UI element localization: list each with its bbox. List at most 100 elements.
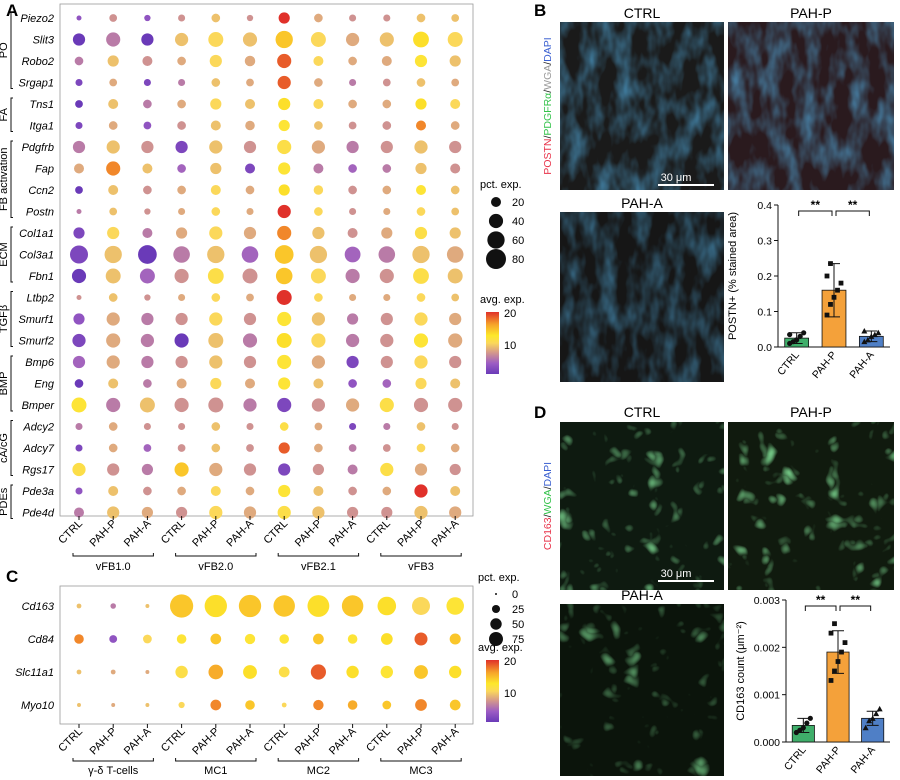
a-dot [177,121,186,130]
c-dot [76,669,82,675]
a-dot [108,422,118,431]
a-group-label: ECM [0,242,10,266]
b-point [824,273,830,279]
a-gene-label: Bmp6 [25,357,55,369]
b-significance-label: ** [848,198,858,212]
a-dot [106,161,121,176]
d-point [807,715,813,721]
d-point [832,668,837,674]
c-dot [377,596,397,616]
a-dot [107,463,120,476]
a-dot [345,268,360,284]
d-y-tick-label: 0.002 [754,642,780,654]
a-size-legend-dot [486,249,506,269]
a-condition-label: PAH-P [190,518,222,550]
stain-part: / [542,62,554,65]
a-dot [345,398,360,412]
c-cluster-label: MC3 [409,765,432,777]
a-dot [209,462,223,477]
a-dot [143,78,151,87]
c-condition-label: PAH-P [190,726,222,758]
a-dot [177,444,186,452]
a-cluster-label: vFB3 [408,561,434,573]
c-size-legend-dot [495,593,497,595]
c-dot [109,635,118,643]
d-pahp-image-texture [728,422,894,590]
a-dot [278,484,291,498]
a-dot [383,293,391,302]
d-stain-label: CD163/WGA/DAPI [542,462,554,550]
a-gene-label: Pde3a [22,486,54,498]
d-scale-text: 30 μm [661,568,692,580]
a-gene-label: Ccn2 [28,185,54,197]
a-dot [278,463,291,476]
a-dot [109,207,118,216]
d-ctrl-label: CTRL [624,404,661,420]
c-gene-label: Cd84 [28,634,54,646]
c-colorbar-tick-10: 10 [504,688,516,700]
a-dot [104,245,122,264]
a-dot [69,245,89,264]
panel-b-micrographs: CTRL PAH-P PAH-A POSTN/PDGFRα/WGA/DAPI 3… [542,5,894,382]
a-group-bracket [10,11,13,89]
a-dot [278,97,291,111]
a-dot [243,226,257,240]
d-y-tick-label: 0.000 [754,737,780,749]
c-dot [170,594,194,618]
a-dot [311,355,326,369]
a-dot [277,505,291,520]
d-y-tick-label: 0.001 [754,690,780,702]
d-x-label: CTRL [782,744,809,773]
panel-d-bar-chart: 0.000 0.001 0.002 0.003 CD163 count (μm⁻²) CT… [735,593,890,776]
a-dot [139,268,155,284]
a-dot [380,333,394,348]
a-dot [348,164,357,173]
a-dot [447,32,463,47]
a-dot [313,185,324,195]
a-group-bracket [10,226,13,283]
a-dot [378,246,396,263]
a-dot [451,14,460,22]
a-dot [348,185,357,195]
a-dot [75,121,83,130]
a-dot [448,333,463,348]
a-dot [106,32,121,47]
c-dot [412,597,430,615]
a-dot [72,355,86,369]
a-dot [381,506,393,519]
c-dot [449,665,462,679]
a-dot [177,164,186,173]
a-dot [349,78,357,87]
c-dot [347,700,358,710]
a-dot [313,486,324,496]
a-gene-label: Robo2 [22,56,54,68]
a-condition-label: PAH-P [293,518,325,550]
a-dot [381,56,392,66]
a-size-legend-dot [491,197,501,207]
a-dot [382,121,392,130]
a-dot [450,163,461,174]
a-dot [277,53,292,69]
a-dot [244,55,256,67]
a-gene-label: Pde4d [22,508,55,520]
b-point [861,338,868,345]
a-dot [349,293,357,302]
b-paha-label: PAH-A [621,195,663,211]
a-dot [412,245,430,264]
a-dot [379,32,394,47]
a-dot [382,185,392,195]
a-dot [75,186,83,194]
c-dot [414,665,428,679]
a-dot [208,32,224,47]
c-size-legend-title: pct. exp. [478,572,520,584]
a-group-label: FB activation [0,147,10,211]
c-color-legend-title: avg. exp. [478,642,523,654]
a-dot [383,422,391,431]
a-gene-label: Postn [26,207,54,219]
a-cluster-bracket [277,553,360,557]
a-dot [313,163,324,174]
panel-b-bar-chart: 0.0 0.1 0.2 0.3 0.4 POSTN+ (% stained area) CT… [727,198,890,381]
c-condition-label: PAH-A [224,725,256,757]
a-dot [450,443,460,453]
a-dot [449,55,461,67]
